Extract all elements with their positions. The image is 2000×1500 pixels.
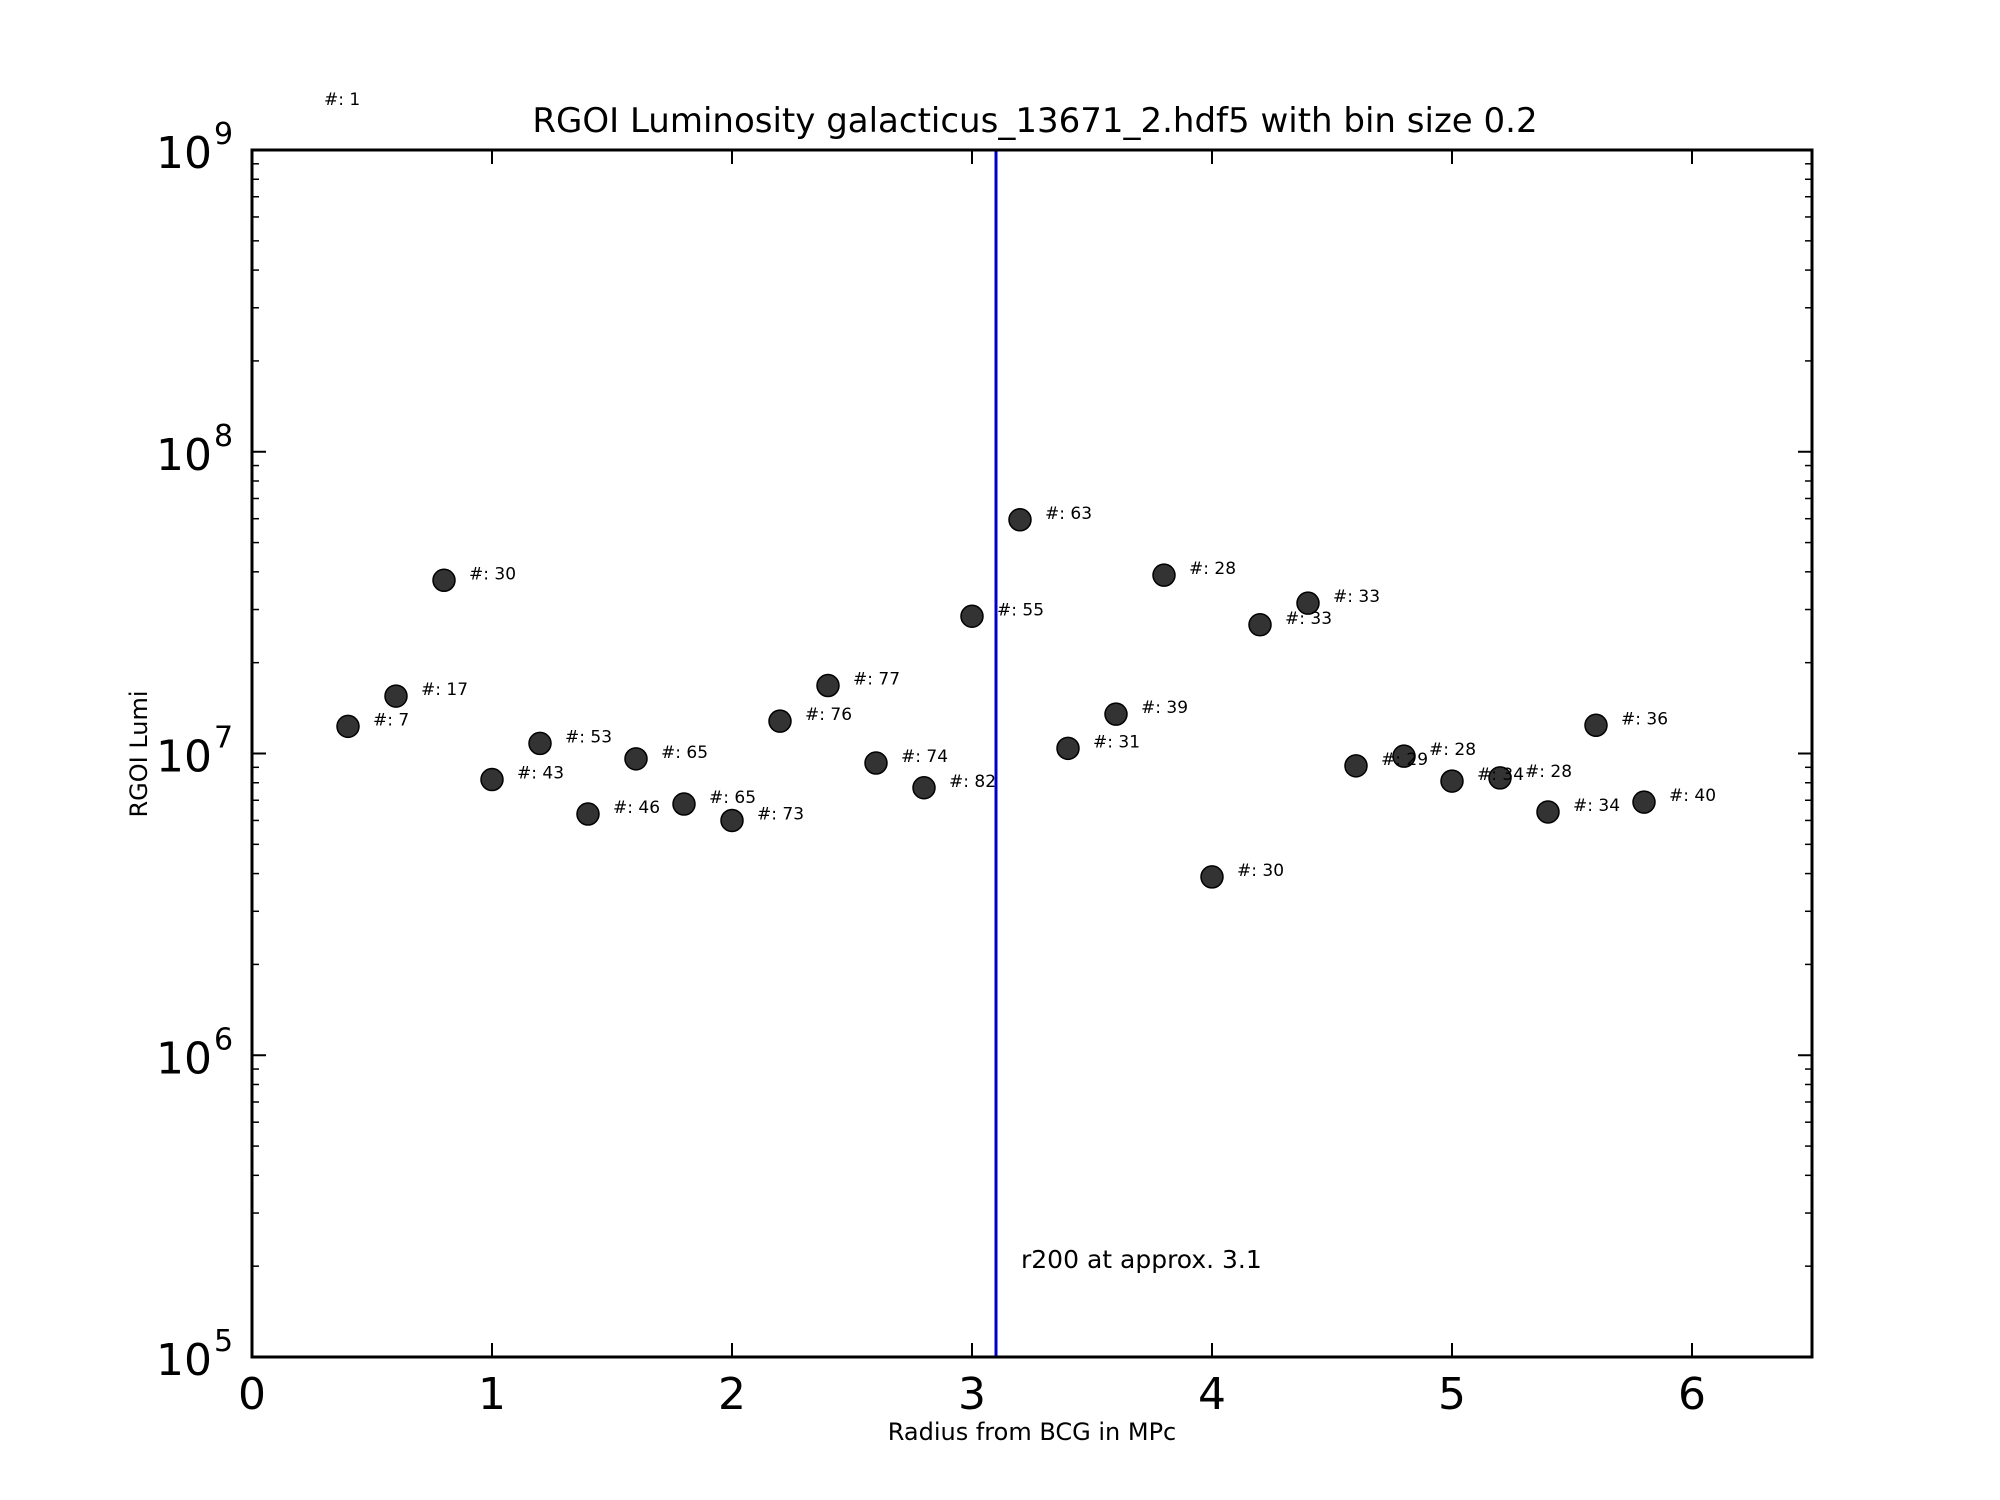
data-point bbox=[1104, 702, 1128, 726]
data-point bbox=[912, 776, 936, 800]
data-points bbox=[336, 508, 1656, 889]
point-label: #: 29 bbox=[1381, 750, 1428, 770]
point-labels: #: 7#: 17#: 30#: 43#: 53#: 46#: 65#: 65#… bbox=[373, 504, 1716, 881]
data-point bbox=[1296, 591, 1320, 615]
point-label: #: 31 bbox=[1093, 732, 1140, 752]
point-label: #: 28 bbox=[1189, 559, 1236, 579]
data-point bbox=[1200, 865, 1224, 889]
data-point bbox=[384, 684, 408, 708]
y-tick-label: 10 6 bbox=[156, 1022, 233, 1084]
y-tick-base: 10 bbox=[156, 1335, 212, 1386]
x-tick-label: 3 bbox=[958, 1369, 986, 1420]
data-point bbox=[1152, 563, 1176, 587]
point-label: #: 28 bbox=[1429, 740, 1476, 760]
point-label: #: 34 bbox=[1573, 796, 1620, 816]
data-point bbox=[1584, 713, 1608, 738]
x-tick-label: 1 bbox=[478, 1369, 506, 1420]
data-point bbox=[864, 751, 888, 775]
data-point bbox=[1632, 790, 1656, 814]
data-point bbox=[1008, 508, 1032, 532]
point-label: #: 36 bbox=[1621, 709, 1668, 729]
point-label: #: 76 bbox=[805, 705, 852, 725]
data-point bbox=[1440, 769, 1464, 793]
point-label: #: 46 bbox=[613, 798, 660, 818]
point-label: #: 65 bbox=[709, 788, 756, 808]
point-label: #: 77 bbox=[853, 670, 900, 690]
data-point bbox=[336, 714, 360, 739]
outlier-label: #: 1 bbox=[324, 90, 360, 110]
point-label: #: 53 bbox=[565, 727, 612, 747]
x-tick-label: 6 bbox=[1678, 1369, 1706, 1420]
point-label: #: 33 bbox=[1333, 587, 1380, 607]
data-point bbox=[672, 792, 696, 816]
point-label: #: 43 bbox=[517, 764, 564, 784]
data-point bbox=[624, 747, 648, 771]
data-point bbox=[1248, 613, 1272, 637]
point-label: #: 40 bbox=[1669, 786, 1716, 806]
point-label: #: 65 bbox=[661, 743, 708, 763]
y-tick-exponent: 8 bbox=[214, 419, 233, 454]
data-point bbox=[816, 673, 840, 698]
point-label: #: 17 bbox=[421, 680, 468, 700]
data-point bbox=[432, 568, 456, 593]
point-label: #: 73 bbox=[757, 804, 804, 824]
plot-frame bbox=[250, 148, 1814, 1359]
point-label: #: 28 bbox=[1525, 762, 1572, 782]
y-tick-label: 10 5 bbox=[156, 1324, 233, 1386]
y-tick-label: 10 9 bbox=[156, 117, 233, 179]
point-label: #: 39 bbox=[1141, 698, 1188, 718]
data-point bbox=[960, 604, 984, 629]
y-tick-base: 10 bbox=[156, 1033, 212, 1084]
x-tick-label: 4 bbox=[1198, 1369, 1226, 1420]
y-tick-base: 10 bbox=[156, 128, 212, 179]
point-label: #: 55 bbox=[997, 600, 1044, 620]
data-point bbox=[1056, 736, 1080, 761]
point-label: #: 74 bbox=[901, 747, 948, 767]
x-tick-label: 0 bbox=[238, 1369, 266, 1420]
x-tick-label: 5 bbox=[1438, 1369, 1466, 1420]
x-tick-label: 2 bbox=[718, 1369, 746, 1420]
chart-title: RGOI Luminosity galacticus_13671_2.hdf5 … bbox=[532, 101, 1537, 141]
y-tick-base: 10 bbox=[156, 732, 212, 783]
point-label: #: 30 bbox=[1237, 861, 1284, 881]
point-label: #: 33 bbox=[1285, 609, 1332, 629]
point-label: #: 63 bbox=[1045, 504, 1092, 524]
y-tick-exponent: 6 bbox=[214, 1022, 233, 1057]
data-point bbox=[1392, 744, 1416, 768]
x-axis-label: Radius from BCG in MPc bbox=[888, 1418, 1177, 1446]
y-tick-label: 10 8 bbox=[156, 419, 233, 481]
y-tick-exponent: 9 bbox=[214, 117, 233, 152]
y-tick-exponent: 7 bbox=[214, 721, 233, 756]
data-point bbox=[480, 767, 504, 792]
y-tick-exponent: 5 bbox=[214, 1324, 233, 1359]
point-label: #: 82 bbox=[949, 772, 996, 792]
data-point bbox=[1536, 800, 1560, 824]
point-label: #: 34 bbox=[1477, 765, 1524, 785]
point-label: #: 30 bbox=[469, 564, 516, 584]
data-point bbox=[720, 808, 744, 833]
x-tick-labels: 0 1 2 3 4 5 6 bbox=[238, 1369, 1706, 1420]
y-tick-label: 10 7 bbox=[156, 721, 233, 783]
y-tick-base: 10 bbox=[156, 430, 212, 481]
data-point bbox=[528, 731, 552, 756]
data-point bbox=[576, 802, 600, 826]
data-point bbox=[1344, 754, 1368, 778]
data-point bbox=[1488, 766, 1512, 790]
point-label: #: 7 bbox=[373, 710, 409, 730]
r200-label: r200 at approx. 3.1 bbox=[1021, 1245, 1262, 1274]
y-axis-label: RGOI Lumi bbox=[125, 690, 153, 817]
data-point bbox=[768, 709, 792, 733]
